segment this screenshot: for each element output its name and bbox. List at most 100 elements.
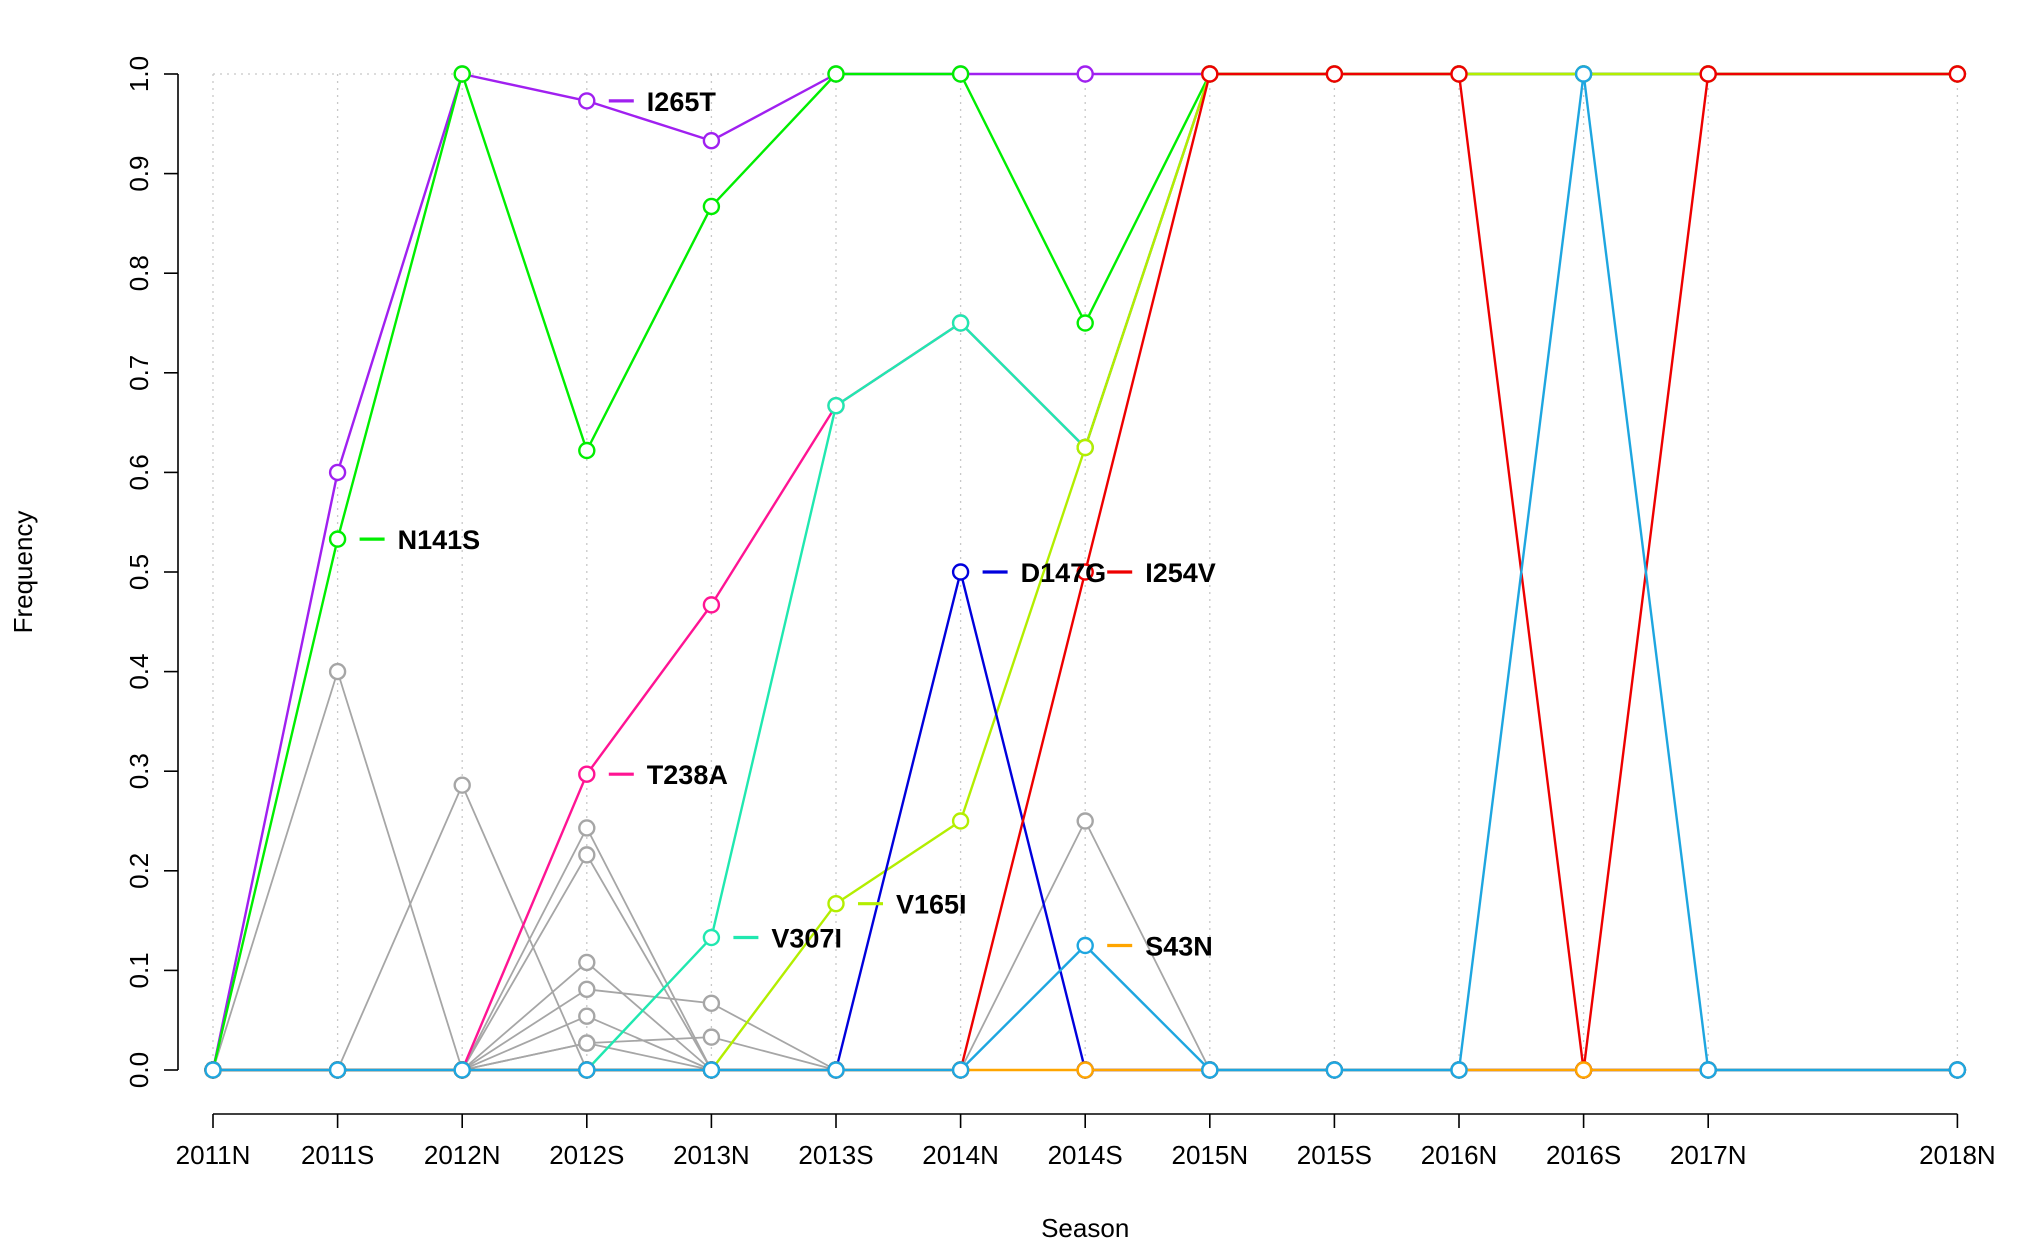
series-unlabeled-8-point	[1699, 1061, 1717, 1079]
series-v307i-point	[702, 928, 721, 947]
background-series-6-line	[213, 988, 1958, 1071]
series-unlabeled-8-point	[328, 1061, 347, 1079]
series-unlabeled-8-point	[1201, 1061, 1219, 1079]
x-tick-label-2015N: 2015N	[1171, 1140, 1248, 1170]
x-tick-label-2016N: 2016N	[1421, 1140, 1498, 1170]
series-unlabeled-8-point	[1948, 1061, 1967, 1079]
label-text-v165i: V165I	[896, 890, 967, 920]
x-tick-label-2014S: 2014S	[1048, 1140, 1123, 1170]
label-text-i254v: I254V	[1145, 558, 1216, 588]
y-tick-label-0.6: 0.6	[124, 454, 154, 490]
label-text-s43n: S43N	[1145, 932, 1213, 962]
series-v307i-point	[951, 314, 970, 332]
series-t238a-point	[578, 765, 596, 783]
x-axis-title: Season	[1041, 1213, 1129, 1243]
series-unlabeled-8-point	[453, 1061, 471, 1079]
series-v165i-point	[951, 812, 970, 830]
background-series-6-point	[578, 980, 596, 999]
background-series-1-point	[328, 662, 347, 681]
label-s43n: S43N	[1107, 932, 1213, 962]
x-tick-label-2016S: 2016S	[1546, 1140, 1621, 1170]
background-series-4	[204, 846, 1967, 1079]
series-t238a-point	[702, 596, 721, 614]
series-n141s-point	[328, 530, 347, 548]
axis-layer: 0.0 0.1 0.2 0.3 0.4 0.5 0.6 0.7 0.8 0.9 1.0 2011N 20…	[124, 56, 1996, 1170]
series-i265t-point	[1076, 65, 1094, 83]
series-i254v-point	[1699, 65, 1717, 83]
label-text-i265t: I265T	[647, 87, 717, 117]
x-tick-label-2014N: 2014N	[922, 1140, 999, 1170]
y-tick-label-1.0: 1.0	[124, 56, 154, 92]
series-v165i-point	[1076, 438, 1094, 457]
x-tick-label-2013N: 2013N	[673, 1140, 750, 1170]
background-series-6-point	[702, 994, 721, 1012]
background-series-9-point	[1076, 812, 1094, 830]
series-n141s-point	[951, 65, 970, 83]
background-series-9-point	[578, 1034, 596, 1052]
series-unlabeled-8-point	[702, 1061, 721, 1079]
label-d147g: D147G	[982, 558, 1107, 588]
y-tick-label-0.1: 0.1	[124, 952, 154, 988]
background-series-5-point	[578, 953, 596, 972]
series-unlabeled-8-point	[1574, 65, 1593, 83]
series-d147g-point	[951, 563, 970, 581]
background-series-1-line	[212, 670, 1958, 1071]
series-s43n-point	[1076, 1061, 1094, 1079]
background-series-7-point	[578, 1007, 596, 1025]
label-text-n141s: N141S	[398, 525, 481, 555]
y-tick-label-0.5: 0.5	[124, 554, 154, 590]
series-unlabeled-8-line	[213, 72, 1958, 1072]
series-v307i-point	[827, 396, 845, 415]
label-i265t: I265T	[608, 87, 717, 117]
series-unlabeled-8-point	[1450, 1061, 1468, 1079]
x-tick-label-2017N: 2017N	[1670, 1140, 1747, 1170]
y-tick-label-0.3: 0.3	[124, 753, 154, 789]
label-text-t238a: T238A	[647, 760, 728, 790]
background-series-2-point	[453, 776, 471, 794]
series-unlabeled-8-point	[827, 1061, 845, 1079]
background-series-4-point	[578, 846, 596, 864]
label-v307i: V307I	[733, 924, 842, 954]
x-tick-label-2015S: 2015S	[1297, 1140, 1372, 1170]
series-i265t-point	[702, 132, 721, 150]
x-tick-label-2013S: 2013S	[798, 1140, 873, 1170]
background-series-8-point	[702, 1028, 721, 1046]
y-tick-label-0.9: 0.9	[124, 156, 154, 192]
series-unlabeled-8-point	[951, 1061, 970, 1079]
series-n141s-point	[578, 441, 596, 460]
y-tick-label-0.8: 0.8	[124, 255, 154, 291]
y-tick-label-0.0: 0.0	[124, 1052, 154, 1088]
x-tick-label-2011S: 2011S	[301, 1140, 374, 1170]
series-i265t-point	[578, 92, 596, 110]
background-series-3-point	[578, 819, 596, 837]
series-i254v-point	[1948, 65, 1967, 83]
label-i254v: I254V	[1107, 558, 1216, 588]
y-tick-label-0.2: 0.2	[124, 853, 154, 889]
label-text-v307i: V307I	[771, 924, 842, 954]
series-unlabeled-8-point	[204, 1061, 222, 1079]
label-n141s: N141S	[359, 525, 481, 555]
y-axis-title: Frequency	[8, 511, 38, 634]
series-v165i-point	[827, 894, 845, 913]
series-unlabeled-8-point	[1325, 1061, 1344, 1079]
series-s43n-point	[1574, 1061, 1593, 1079]
series-i254v-point	[1076, 563, 1094, 581]
series-n141s-point	[1076, 314, 1094, 332]
series-i254v-point	[1201, 65, 1219, 83]
y-tick-label-0.4: 0.4	[124, 654, 154, 690]
annotation-layer: I265T N141S T238A V307I V165I D147G I254V S43N	[359, 87, 1216, 962]
label-v165i: V165I	[858, 890, 967, 920]
series-i254v-point	[1450, 65, 1468, 83]
series-i265t-point	[328, 463, 347, 482]
series-layer	[204, 65, 1967, 1079]
y-tick-label-0.7: 0.7	[124, 355, 154, 391]
series-unlabeled-8-point	[578, 1061, 596, 1079]
series-unlabeled-8	[204, 65, 1967, 1079]
label-text-d147g: D147G	[1021, 558, 1107, 588]
x-tick-label-2012N: 2012N	[424, 1140, 501, 1170]
x-tick-label-2011N: 2011N	[176, 1140, 251, 1170]
series-i254v-point	[1325, 65, 1344, 83]
series-unlabeled-8-point	[1076, 936, 1094, 955]
series-n141s-point	[827, 65, 845, 83]
x-tick-label-2012S: 2012S	[549, 1140, 624, 1170]
